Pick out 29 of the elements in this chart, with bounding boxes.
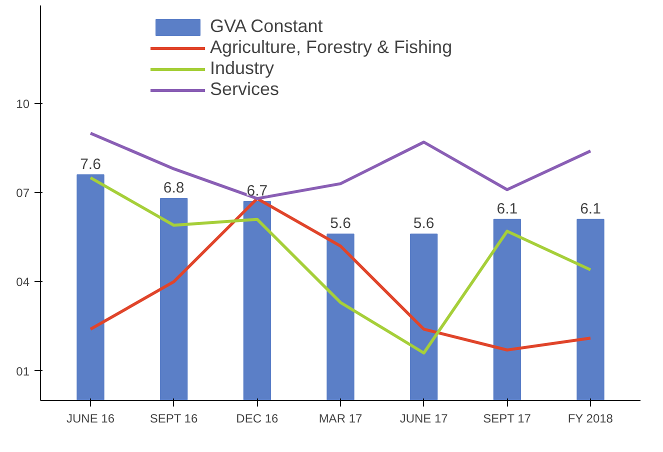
y-tick-label: 10 [16,97,30,112]
bar [493,218,521,400]
data-label: 6.7 [246,182,268,200]
legend-label: Industry [210,58,274,79]
data-label: 5.6 [413,215,434,232]
bar [410,234,438,400]
x-tick-label: DEC 16 [236,412,278,426]
y-tick-label: 04 [16,275,30,290]
legend-label: Agriculture, Forestry & Fishing [210,37,452,58]
data-label: 5.6 [330,215,351,232]
y-tick-label: 01 [16,364,30,378]
bar [76,174,104,400]
x-tick-label: FY 2018 [568,412,614,426]
legend-label: Services [210,79,280,100]
bar [243,201,271,400]
y-tick-label: 07 [16,186,30,200]
bar [576,218,604,400]
bar [160,198,188,400]
bar [326,234,354,400]
legend-label: GVA Constant [210,16,323,37]
x-tick-label: SEPT 16 [150,412,198,426]
x-tick-label: SEPT 17 [483,412,532,426]
data-label: 6.8 [163,180,184,197]
data-label: 7.6 [80,156,101,173]
data-label: 6.1 [580,200,601,218]
x-tick-label: JUNE 17 [400,412,448,426]
data-label: 6.1 [496,200,518,218]
x-tick-label: JUNE 16 [66,412,115,426]
x-tick-label: MAR 17 [318,412,362,426]
